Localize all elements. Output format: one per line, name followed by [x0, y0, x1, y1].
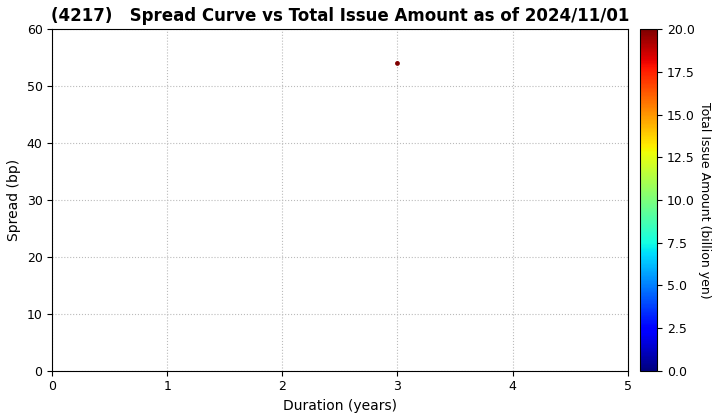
Point [392, 60, 403, 67]
Y-axis label: Total Issue Amount (billion yen): Total Issue Amount (billion yen) [698, 102, 711, 298]
Y-axis label: Spread (bp): Spread (bp) [7, 159, 21, 241]
X-axis label: Duration (years): Duration (years) [283, 399, 397, 413]
Title: (4217)   Spread Curve vs Total Issue Amount as of 2024/11/01: (4217) Spread Curve vs Total Issue Amoun… [50, 7, 629, 25]
